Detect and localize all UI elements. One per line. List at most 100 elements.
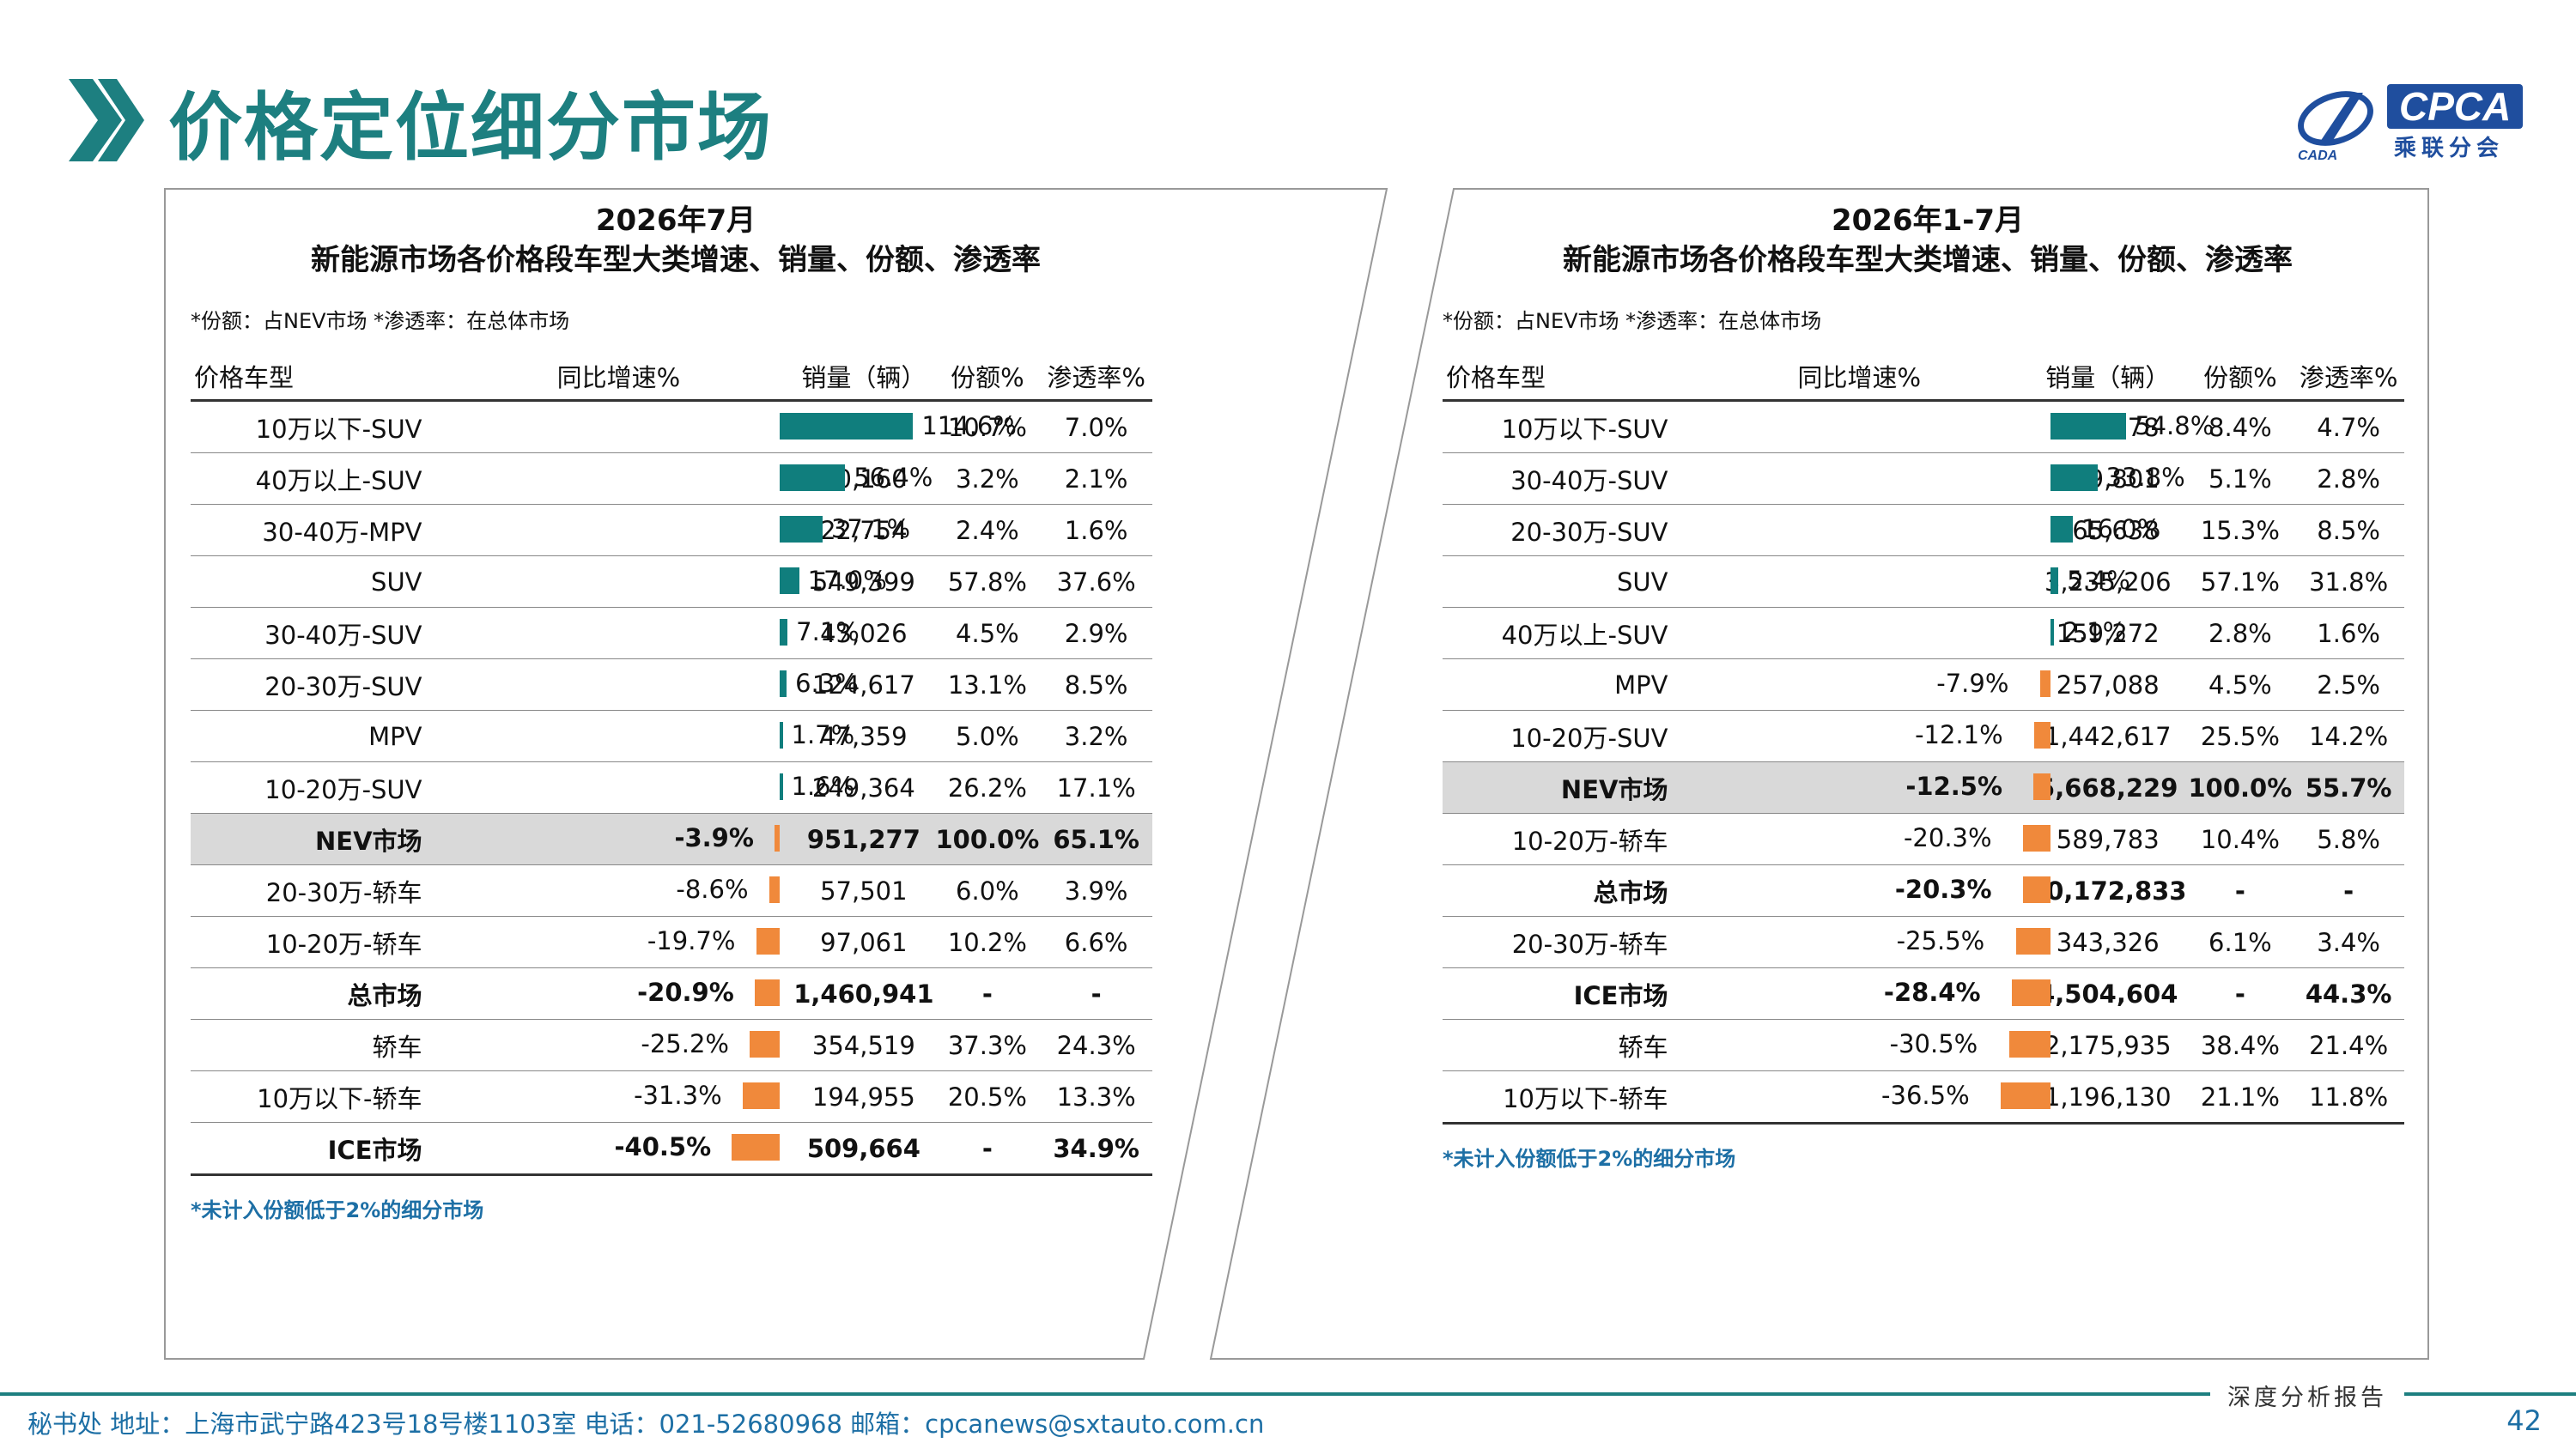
page-title: 价格定位细分市场 (168, 84, 773, 171)
row-pen: 13.3% (1040, 1070, 1152, 1123)
row-name: 20-30万-SUV (191, 658, 445, 711)
table-row: 20-30万-轿车 -8.6% 57,501 6.0% 3.9% (191, 864, 1152, 917)
row-pen: 4.7% (2293, 400, 2404, 453)
growth-cell: -20.3% (1690, 864, 2051, 917)
growth-label: 54.8% (2135, 411, 2215, 440)
growth-cell: 37.1% (444, 504, 910, 556)
row-share: 21.1% (2187, 1070, 2293, 1125)
row-pen: - (1040, 967, 1152, 1020)
growth-cell: -12.5% (1690, 761, 2051, 814)
row-name: 10万以下-轿车 (1443, 1070, 1691, 1125)
col-sales: 销量（辆） (2028, 353, 2188, 402)
growth-label: 5.4% (2067, 566, 2130, 595)
row-pen: 34.9% (1040, 1122, 1152, 1176)
growth-bar-negative (2034, 722, 2051, 749)
footnote: *未计入份额低于2%的细分市场 (191, 1198, 484, 1222)
growth-bar-negative (2008, 1031, 2051, 1058)
data-table: 价格车型 同比增速% 销量（辆） 份额% 渗透率% 10万以下-SUV 114.6… (191, 353, 1152, 1176)
table-row: 10万以下-轿车 -31.3% 194,955 20.5% 13.3% (191, 1070, 1152, 1123)
row-sales: 47,359 (793, 710, 935, 762)
growth-bar-positive (779, 413, 914, 440)
growth-label: -20.3% (1903, 823, 1992, 852)
growth-bar-positive (779, 619, 788, 646)
row-share: 4.5% (934, 607, 1041, 659)
growth-label: -12.1% (1915, 720, 2003, 749)
panel-period: 2026年1-7月 (1831, 203, 2025, 238)
growth-bar-negative (775, 825, 780, 852)
row-sales: 249,364 (793, 761, 935, 814)
row-name: 轿车 (1443, 1019, 1691, 1071)
row-name: 30-40万-MPV (191, 504, 445, 556)
growth-label: -19.7% (647, 926, 736, 955)
row-name: 20-30万-SUV (1443, 504, 1691, 556)
growth-cell: -36.5% (1690, 1070, 2051, 1125)
growth-bar-negative (2001, 1082, 2051, 1109)
row-share: 100.0% (934, 813, 1041, 865)
row-name: 10-20万-SUV (191, 761, 445, 814)
growth-cell: -7.9% (1690, 658, 2051, 711)
row-share: 3.2% (934, 452, 1041, 505)
row-pen: 1.6% (1040, 504, 1152, 556)
growth-cell: 16.0% (1690, 504, 2160, 556)
col-share: 份额% (2187, 353, 2293, 402)
row-pen: 31.8% (2293, 555, 2404, 608)
table-row: 轿车 -30.5% 2,175,935 38.4% 21.4% (1443, 1019, 2404, 1071)
growth-bar-positive (2050, 567, 2059, 594)
row-name: 20-30万-轿车 (191, 864, 445, 917)
row-name: SUV (1443, 555, 1691, 608)
row-pen: 55.7% (2293, 761, 2404, 814)
row-sales: 124,617 (793, 658, 935, 711)
growth-bar-positive (779, 516, 823, 543)
row-name: 总市场 (1443, 864, 1691, 917)
col-growth: 同比增速% (444, 353, 793, 402)
growth-cell: 17.0% (444, 555, 887, 608)
growth-cell: 114.6% (444, 400, 1017, 453)
row-sales: 549,399 (793, 555, 935, 608)
row-sales: 257,088 (2028, 658, 2188, 711)
growth-label: -25.5% (1896, 926, 1985, 955)
growth-cell: -20.9% (444, 967, 793, 1020)
growth-cell: -25.2% (444, 1019, 793, 1071)
growth-cell: -40.5% (444, 1122, 793, 1176)
footnote: *未计入份额低于2%的细分市场 (1443, 1147, 1736, 1171)
growth-label: -25.2% (641, 1029, 729, 1058)
footer-divider (0, 1392, 2576, 1396)
table-row: 10-20万-SUV 1.6% 249,364 26.2% 17.1% (191, 761, 1152, 814)
growth-bar-positive (2050, 619, 2055, 646)
table-row: SUV 5.4% 3,235,206 57.1% 31.8% (1443, 555, 2404, 608)
row-pen: 37.6% (1040, 555, 1152, 608)
row-share: 13.1% (934, 658, 1041, 711)
logo-cn: 乘联分会 (2394, 136, 2505, 161)
growth-bar-negative (755, 979, 780, 1006)
panel-period: 2026年7月 (595, 203, 756, 238)
row-pen: 14.2% (2293, 710, 2404, 762)
row-share: - (934, 1122, 1041, 1176)
panel-monthly: 2026年7月 新能源市场各价格段车型大类增速、销量、份额、渗透率 *份额：占N… (163, 187, 1391, 1363)
row-pen: 2.9% (1040, 607, 1152, 659)
row-share: 6.1% (2187, 916, 2293, 968)
row-pen: 2.8% (2293, 452, 2404, 505)
row-name: 轿车 (191, 1019, 445, 1071)
table-row: MPV -7.9% 257,088 4.5% 2.5% (1443, 658, 2404, 711)
row-sales: 194,955 (793, 1070, 935, 1123)
growth-bar-positive (2050, 413, 2127, 440)
growth-cell: 5.4% (1690, 555, 2130, 608)
row-pen: 65.1% (1040, 813, 1152, 865)
logo-text: CPCA (2387, 84, 2524, 129)
table-row: ICE市场 -28.4% 4,504,604-44.3% (1443, 967, 2404, 1020)
growth-label: -30.5% (1889, 1029, 1978, 1058)
table-row: 20-30万-轿车 -25.5% 343,326 6.1% 3.4% (1443, 916, 2404, 968)
growth-label: 114.6% (921, 411, 1017, 440)
row-share: 38.4% (2187, 1019, 2293, 1071)
report-tag: 深度分析报告 (2210, 1379, 2404, 1412)
data-table: 价格车型 同比增速% 销量（辆） 份额% 渗透率% 10万以下-SUV 54.8%… (1443, 353, 2404, 1125)
row-sales: 22,754 (793, 504, 935, 556)
row-name: ICE市场 (1443, 967, 1691, 1020)
row-sales: 951,277 (793, 813, 935, 865)
row-name: 总市场 (191, 967, 445, 1020)
logo-sub: CADA (2298, 149, 2337, 163)
row-sales: 1,196,130 (2028, 1070, 2188, 1125)
growth-label: 2.1% (2063, 617, 2127, 646)
growth-label: -3.9% (674, 823, 754, 852)
